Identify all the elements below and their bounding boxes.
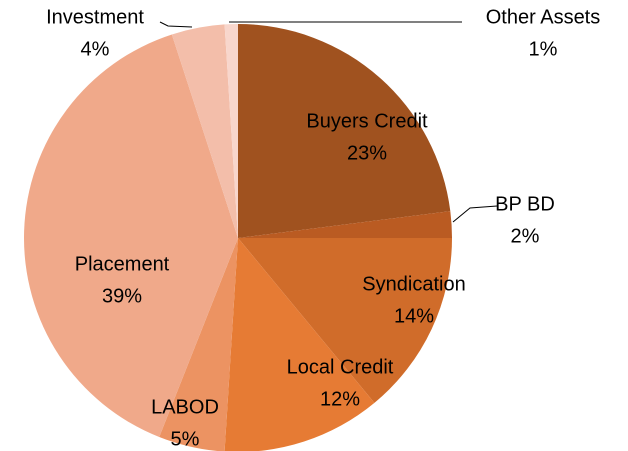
pie-slice [238, 211, 452, 238]
data-label-name: Syndication [362, 273, 465, 295]
pie-slice [23, 34, 238, 437]
data-label-name: Placement [75, 253, 170, 275]
data-label-name: LABOD [151, 396, 219, 418]
data-label-value: 12% [320, 388, 360, 410]
data-label-name: Investment [46, 6, 144, 28]
data-label-name: Buyers Credit [306, 110, 428, 132]
pie-slice [238, 238, 452, 403]
pie-slice [238, 24, 451, 238]
data-label-name: Other Assets [486, 6, 601, 28]
data-label-value: 23% [347, 142, 387, 164]
pie-slice [224, 238, 375, 451]
pie-slice [159, 238, 238, 451]
pie-slice [224, 24, 238, 238]
data-label-name: BP BD [495, 193, 555, 215]
data-label-value: 4% [81, 38, 110, 60]
data-label-value: 2% [511, 225, 540, 247]
pie-slice [171, 24, 238, 239]
data-label-value: 14% [394, 305, 434, 327]
data-label-value: 1% [529, 38, 558, 60]
leader-line [452, 205, 498, 223]
data-label-name: Local Credit [287, 356, 394, 378]
data-label-value: 39% [102, 285, 142, 307]
leader-line [159, 21, 193, 28]
data-label-value: 5% [171, 428, 200, 450]
